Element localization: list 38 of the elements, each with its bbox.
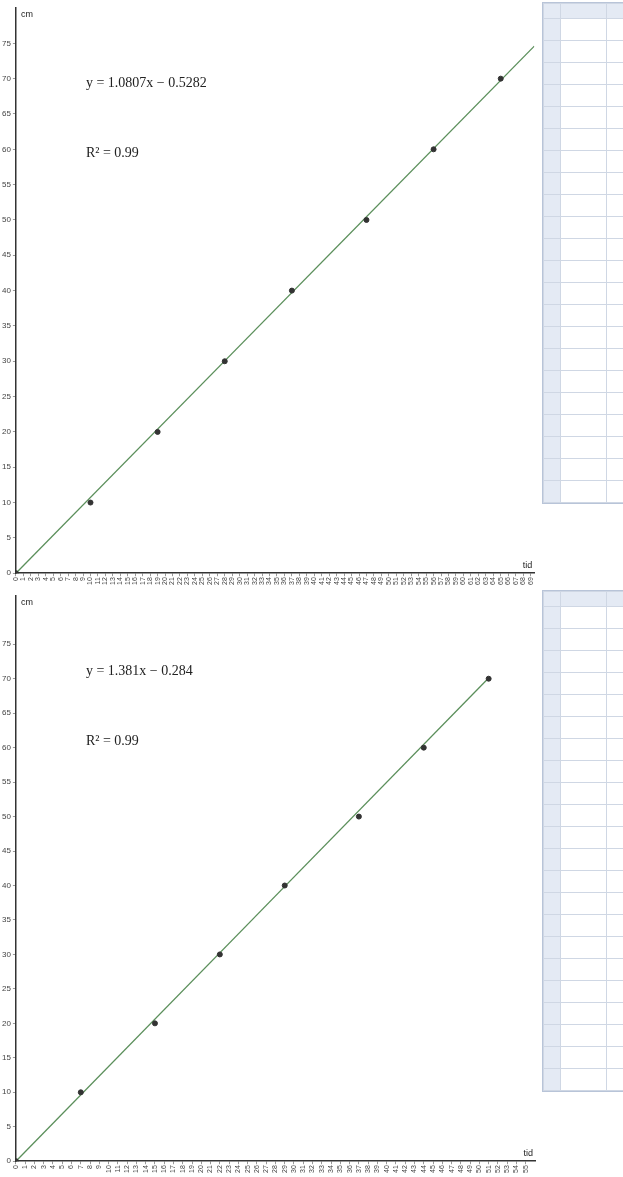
annotation: y = 1.0807x − 0.5282 xyxy=(85,74,207,90)
y-axis-title: cm xyxy=(20,8,33,19)
y-tick-label: 30 xyxy=(1,356,12,366)
y-tick-label: 50 xyxy=(1,215,12,225)
y-tick-label: 10 xyxy=(1,497,12,507)
annotation: y = 1.381x − 0.284 xyxy=(85,662,193,678)
y-tick-label: 35 xyxy=(1,321,12,331)
annotation: R² = 0.99 xyxy=(85,732,139,748)
y-tick-label: 20 xyxy=(1,1018,12,1028)
y-tick-label: 70 xyxy=(1,673,12,683)
y-tick-label: 30 xyxy=(1,949,12,959)
y-tick-label: 20 xyxy=(1,427,12,437)
x-axis-title: tid xyxy=(523,1148,533,1159)
y-tick-label: 70 xyxy=(1,73,12,83)
y-tick-label: 50 xyxy=(1,811,12,821)
y-tick-label: 60 xyxy=(1,742,12,752)
y-tick-label: 25 xyxy=(1,984,12,994)
y-tick-label: 40 xyxy=(1,285,12,295)
y-tick-label: 55 xyxy=(1,777,12,787)
x-axis-title: tid xyxy=(522,560,533,571)
y-tick-label: 65 xyxy=(1,109,12,119)
y-tick-label: 10 xyxy=(1,1087,12,1097)
y-tick-label: 55 xyxy=(1,179,12,189)
y-tick-label: 40 xyxy=(1,880,12,890)
y-tick-label: 15 xyxy=(1,462,12,472)
y-tick-label: 60 xyxy=(1,144,12,154)
y-tick-label: 5 xyxy=(6,533,12,543)
y-tick-label: 5 xyxy=(6,1121,12,1131)
y-tick-label: 75 xyxy=(1,38,12,48)
y-tick-label: 65 xyxy=(1,708,12,718)
y-tick-label: 25 xyxy=(1,391,12,401)
y-tick-label: 35 xyxy=(1,915,12,925)
annotation: R² = 0.99 xyxy=(85,144,139,160)
y-tick-label: 75 xyxy=(1,639,12,649)
y-tick-label: 45 xyxy=(1,846,12,856)
y-tick-label: 45 xyxy=(1,250,12,260)
y-tick-label: 15 xyxy=(1,1053,12,1063)
y-axis-title: cm xyxy=(20,596,33,607)
